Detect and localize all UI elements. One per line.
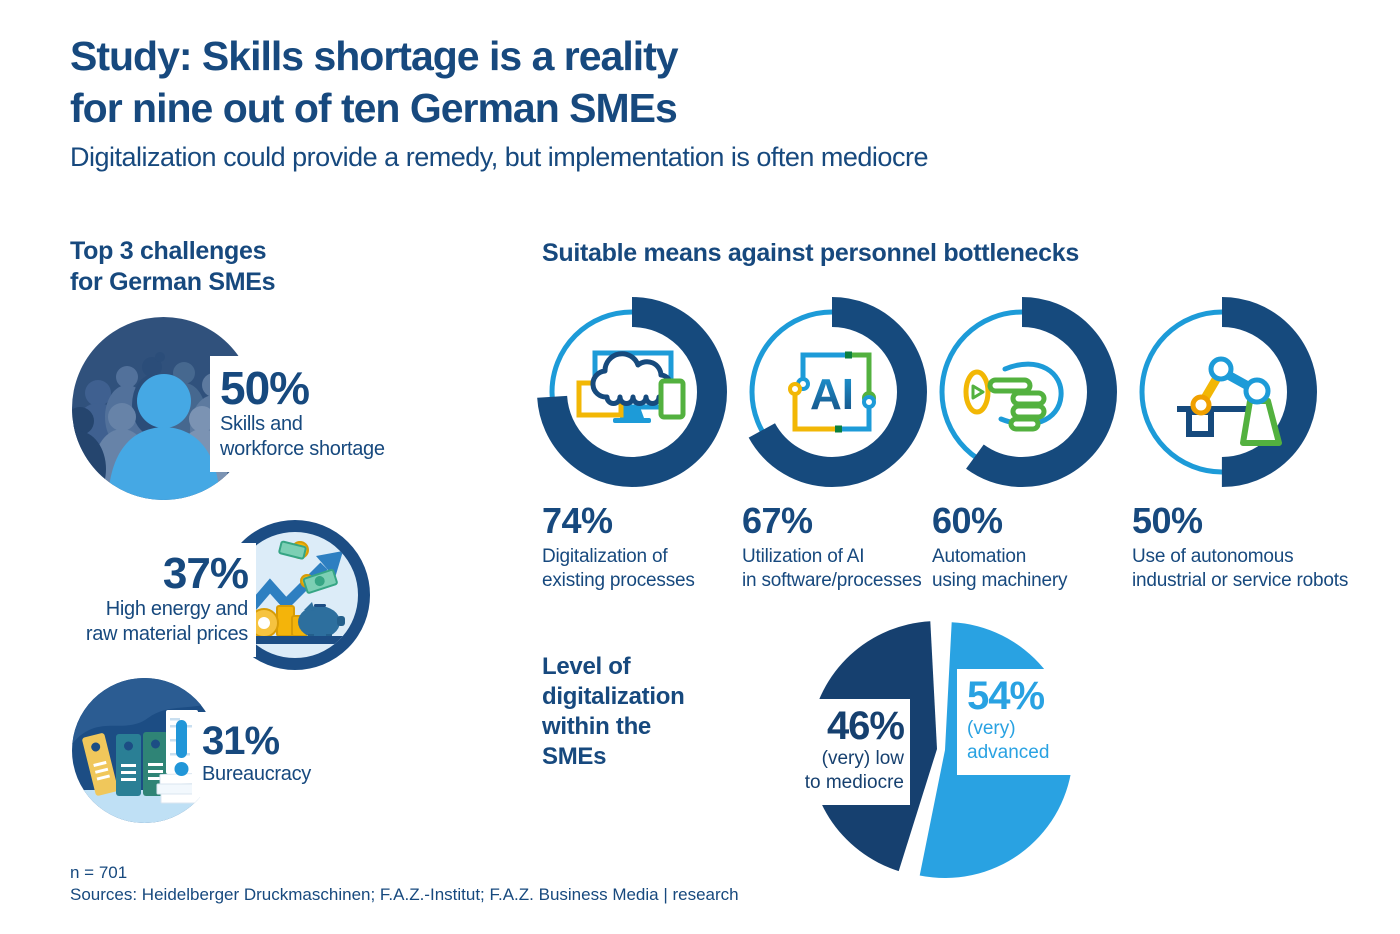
level-heading-line4: SMEs <box>542 743 607 770</box>
person-silhouette <box>108 374 220 500</box>
challenge-value: 50% <box>220 362 310 414</box>
donut-digitalization <box>537 297 727 487</box>
donut-value-arc <box>737 297 927 487</box>
level-heading-line1: Level of <box>542 653 631 680</box>
donut-value-arc <box>927 297 1117 487</box>
level-heading-line3: within the <box>542 713 651 740</box>
donut-ai: AI <box>737 297 927 487</box>
donut-label-automation: 60% Automation using machinery <box>932 503 1162 593</box>
challenge-callout-energy: 37% High energy and raw material prices <box>78 543 256 658</box>
pie-value-label: 54% <box>967 674 1045 718</box>
exclamation-mark <box>174 720 189 776</box>
robot-arm-icon <box>1177 356 1282 446</box>
challenge-label-line2: workforce shortage <box>220 438 385 461</box>
sample-size: n = 701 <box>70 863 128 882</box>
page-subtitle: Digitalization could provide a remedy, b… <box>70 142 928 172</box>
donut-value-arc <box>1127 297 1317 487</box>
footer: n = 701 Sources: Heidelberger Druckmasch… <box>70 862 739 906</box>
challenge-label-line1: Bureaucracy <box>202 763 311 785</box>
binder-teal <box>116 734 141 796</box>
means-heading: Suitable means against personnel bottlen… <box>542 239 1079 267</box>
sources: Sources: Heidelberger Druckmaschinen; F.… <box>70 885 739 904</box>
donut-value-label: 60% <box>932 500 1003 541</box>
pie-caption-line1: (very) low <box>821 748 904 769</box>
money-growth-illustration <box>234 540 356 644</box>
donut-caption-line2: existing processes <box>542 570 695 591</box>
page-title-line2: for nine out of ten German SMEs <box>70 85 678 131</box>
donut-value-arc <box>537 297 727 487</box>
donut-caption-line1: Utilization of AI <box>742 546 865 567</box>
donut-value-label: 67% <box>742 500 813 541</box>
donut-caption-line1: Digitalization of <box>542 546 668 567</box>
challenge-value: 31% <box>202 719 280 763</box>
donut-value-label: 74% <box>542 500 613 541</box>
pie-callout-low: 46% (very) low to mediocre <box>796 699 910 805</box>
challenge-callout-skills: 50% Skills and workforce shortage <box>210 356 400 473</box>
ai-circuit-icon: AI <box>788 351 876 433</box>
page-title: Study: Skills shortage is a reality for … <box>70 30 679 134</box>
level-heading-line2: digitalization <box>542 683 685 710</box>
donut-caption-line2: using machinery <box>932 570 1068 591</box>
challenge-value: 37% <box>162 549 249 598</box>
level-heading: Level of digitalization within the SMEs <box>542 652 685 772</box>
donut-caption-line2: in software/processes <box>742 570 922 591</box>
pie-caption-line1: (very) advanced <box>967 718 1050 763</box>
challenges-heading: Top 3 challenges for German SMEs <box>70 236 276 298</box>
donut-robots <box>1127 297 1317 487</box>
pie-caption-line2: to mediocre <box>804 772 904 793</box>
donut-label-ai: 67% Utilization of AI in software/proces… <box>742 503 972 593</box>
pie-value-label: 46% <box>826 704 905 748</box>
automation-hand-icon <box>963 361 1064 432</box>
page-title-line1: Study: Skills shortage is a reality <box>70 33 679 79</box>
donut-caption-line1: Use of autonomous <box>1132 546 1294 567</box>
donut-caption-line2: industrial or service robots <box>1132 570 1349 591</box>
challenge-label-line1: Skills and <box>220 413 303 436</box>
challenge-label-line2: raw material prices <box>85 623 248 646</box>
binder-yellow <box>82 733 118 796</box>
challenges-heading-line1: Top 3 challenges <box>70 237 267 265</box>
donut-caption-line1: Automation <box>932 546 1027 567</box>
challenges-heading-line2: for German SMEs <box>70 268 276 296</box>
ai-icon-text: AI <box>810 370 854 419</box>
donut-label-robots: 50% Use of autonomous industrial or serv… <box>1132 503 1362 593</box>
donut-automation <box>927 297 1117 487</box>
challenge-callout-bureaucracy: 31% Bureaucracy <box>192 712 328 797</box>
devices-cloud-icon <box>576 350 686 423</box>
pie-callout-advanced: 54% (very) advanced <box>957 669 1099 775</box>
challenge-label-line1: High energy and <box>105 598 249 621</box>
donut-value-label: 50% <box>1132 500 1203 541</box>
donut-label-digitalization: 74% Digitalization of existing processes <box>542 503 772 593</box>
